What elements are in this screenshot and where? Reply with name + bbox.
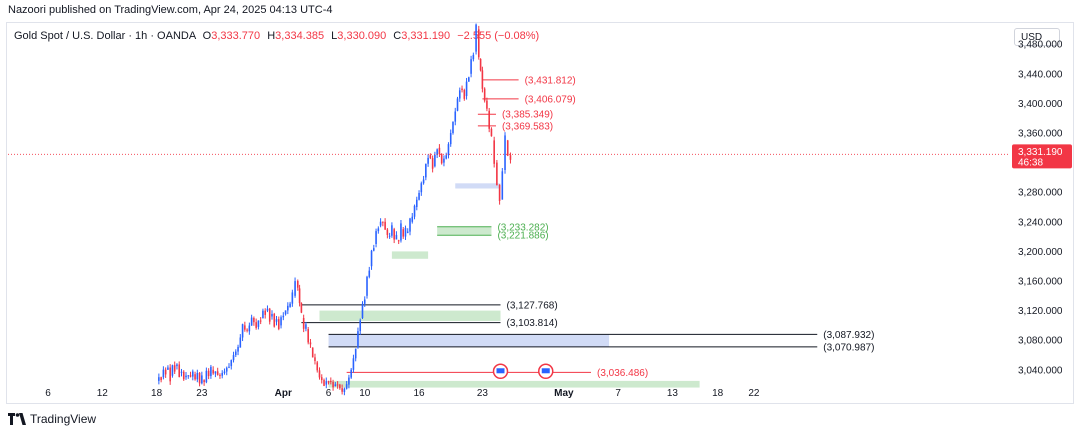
tradingview-logo-icon [8,413,26,425]
legend-low-label: L [331,30,338,42]
symbol-legend: Gold Spot / U.S. Dollar · 1h · OANDA O3,… [14,30,539,42]
tradingview-footer: TradingView [8,412,96,426]
legend-low-value: 3,330.090 [337,30,387,42]
legend-open-value: 3,333.770 [211,30,261,42]
currency-button[interactable]: USD [1014,28,1060,46]
legend-high-label: H [267,30,276,42]
legend-change: −2.555 (−0.08%) [457,30,540,42]
legend-close-value: 3,331.190 [401,30,451,42]
legend-open-label: O [202,30,212,42]
legend-symbol: Gold Spot / U.S. Dollar · 1h · OANDA [14,30,196,42]
tradingview-brand: TradingView [30,412,97,426]
chart-frame[interactable] [6,22,1074,404]
legend-high-value: 3,334.385 [275,30,325,42]
legend-close-label: C [393,30,402,42]
publisher-caption: Nazoori published on TradingView.com, Ap… [8,4,333,16]
